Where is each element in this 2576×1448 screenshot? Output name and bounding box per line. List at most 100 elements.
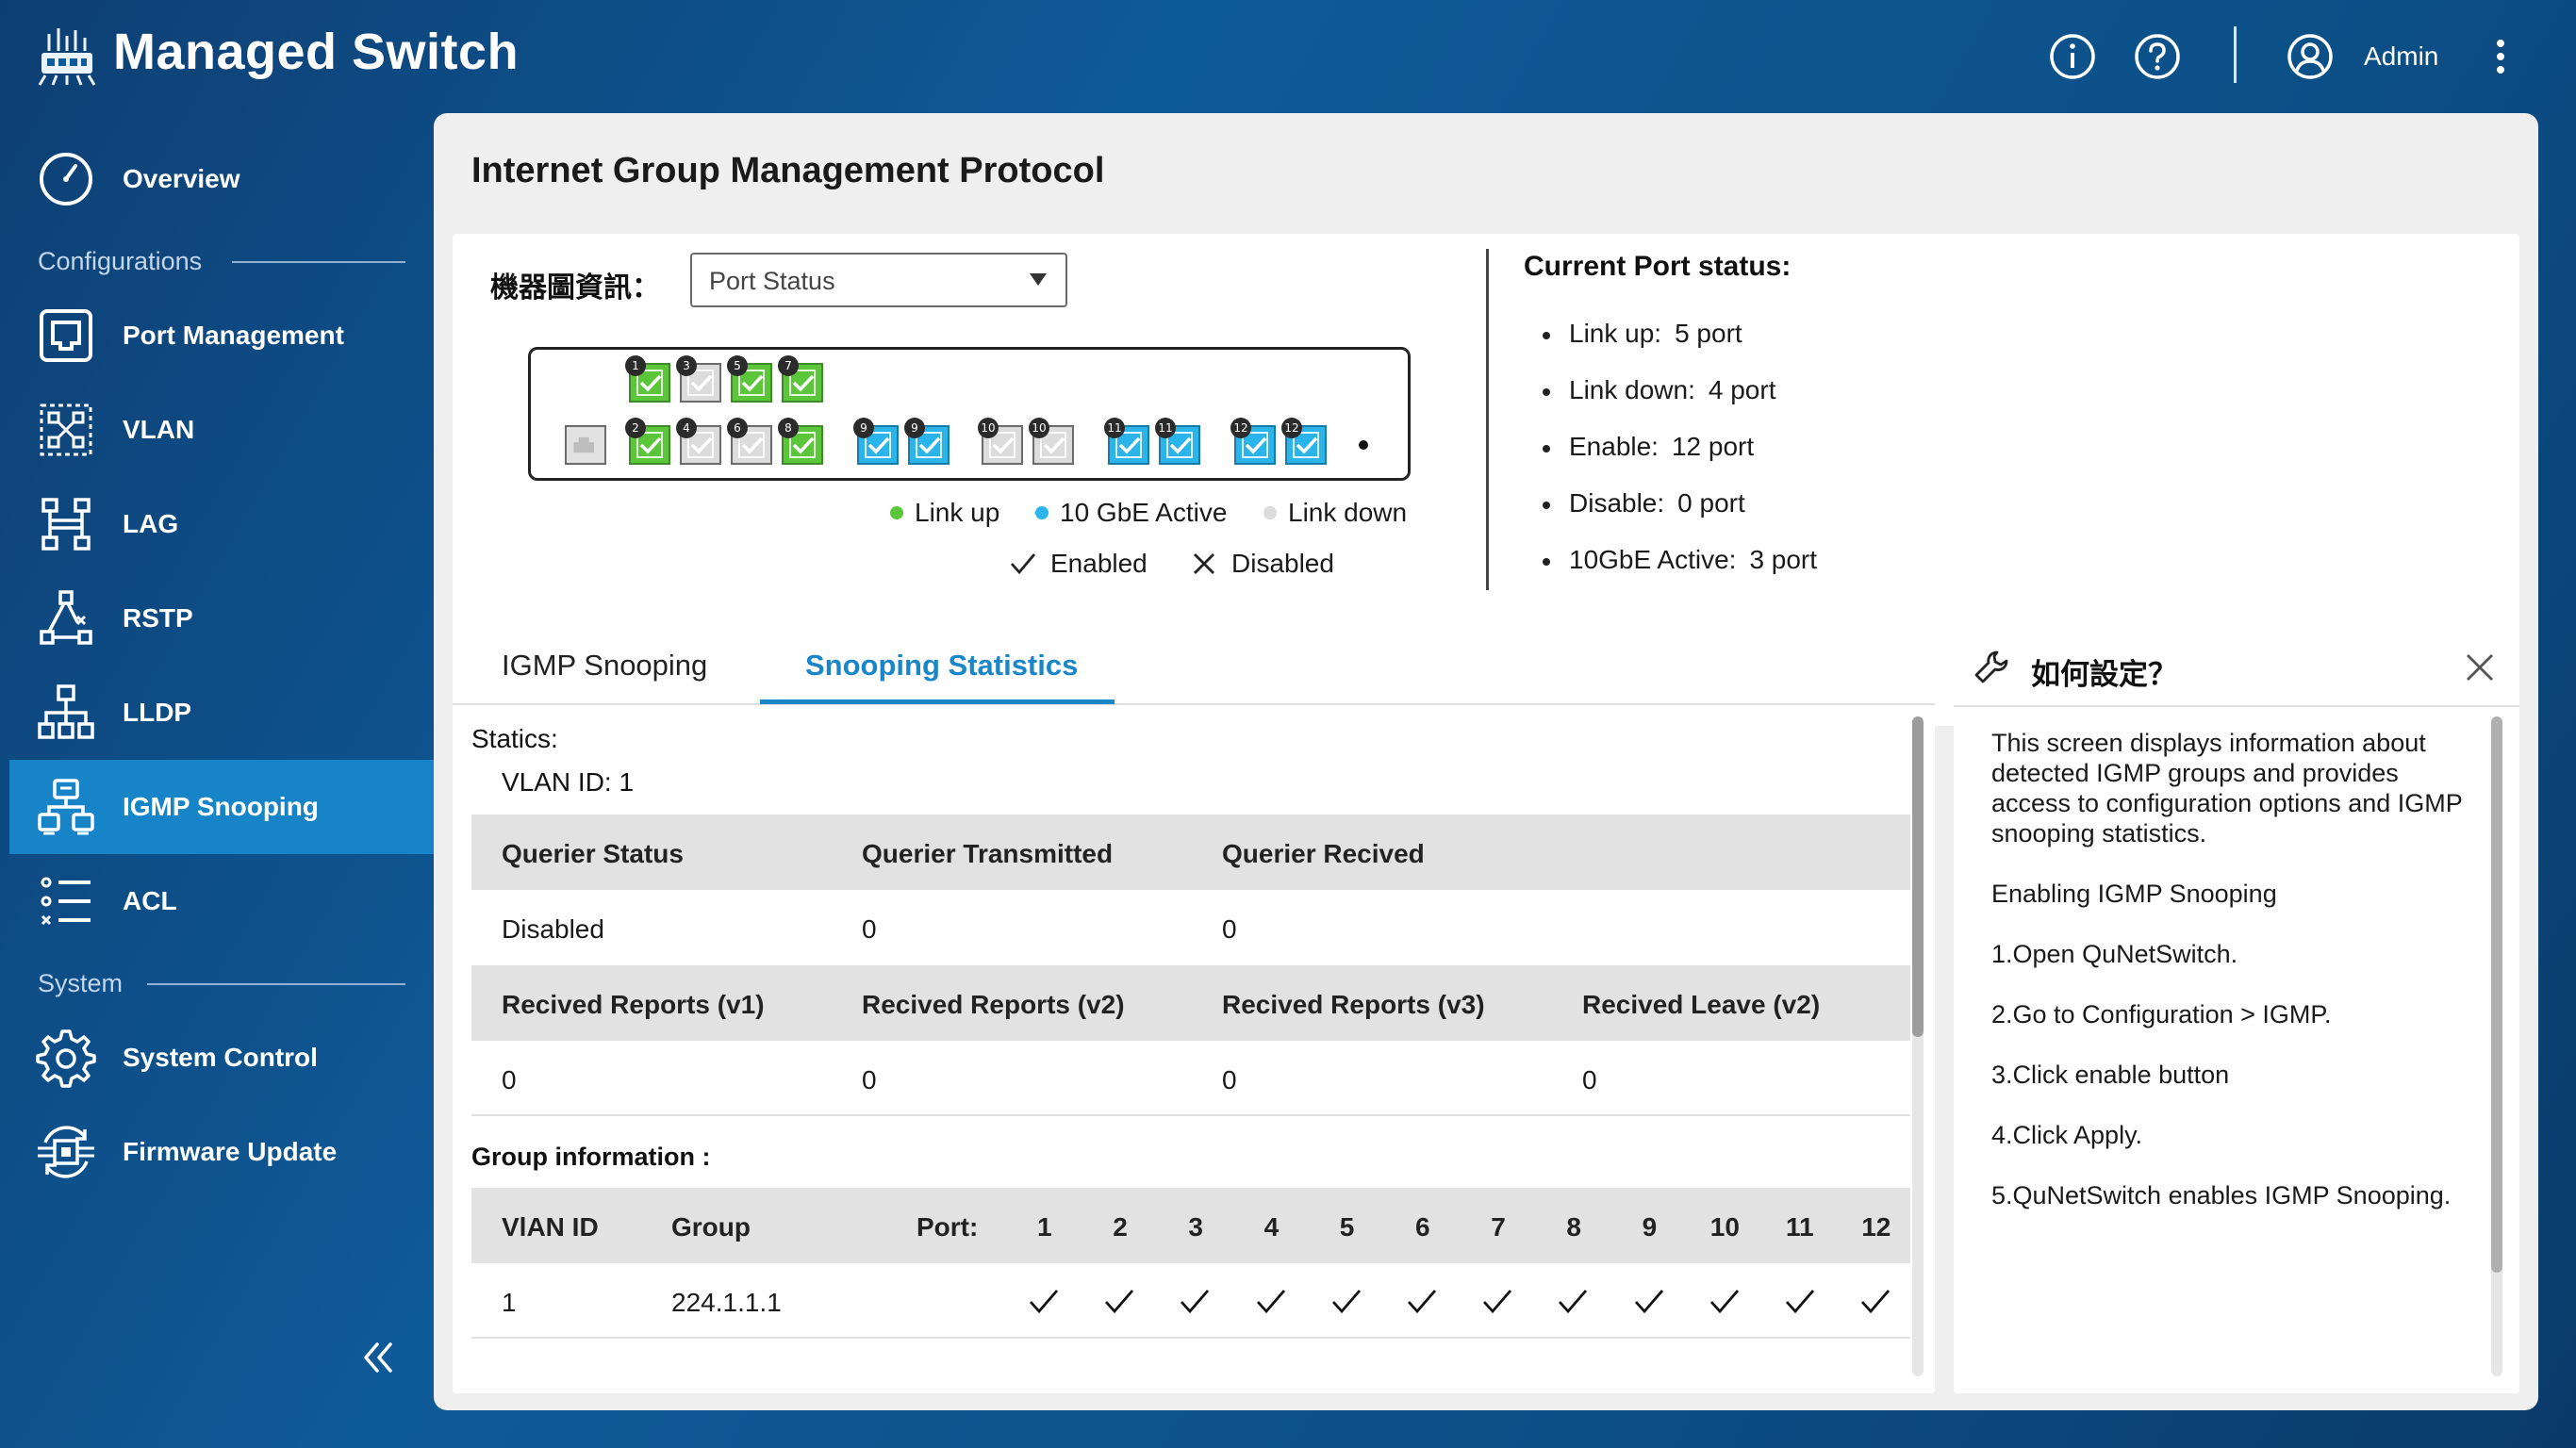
group-vlan-id: 1 (502, 1288, 517, 1317)
port-frame (989, 432, 1016, 458)
sidebar-item-port-management[interactable]: Port Management (0, 288, 434, 383)
group-table-header: VlAN ID Group Port: 1 2 3 4 5 6 7 8 9 10 11 12 (471, 1188, 1910, 1263)
sidebar-item-system-control[interactable]: System Control (0, 1011, 434, 1105)
select-value: Port Status (709, 267, 835, 295)
close-icon[interactable] (2463, 650, 2497, 684)
switch-port[interactable]: 1 (625, 355, 670, 403)
scrollbar[interactable] (1912, 716, 1924, 1376)
help-title: 如何設定？ (2031, 658, 2177, 691)
legend-label: Disabled (1231, 549, 1334, 578)
port-frame (1293, 432, 1319, 458)
querier-table-header: Querier Status Querier Transmitted Queri… (471, 814, 1910, 890)
access-list-icon (41, 877, 91, 926)
port-enabled-check-icon (1245, 436, 1267, 454)
group-address: 224.1.1.1 (671, 1288, 782, 1317)
port-status-value: 5 port (1675, 319, 1742, 348)
switch-port[interactable]: 12 (1230, 418, 1276, 465)
switch-diagram: 1 3 5 7 2 4 6 8 9 9 10 10 11 11 12 12 (528, 347, 1411, 481)
link-aggregation-icon (41, 498, 91, 551)
switch-port[interactable]: 12 (1281, 418, 1327, 465)
port-number-header: 1 (1037, 1212, 1052, 1242)
port-enabled-check-icon (1043, 436, 1065, 454)
port-status-value: 4 port (1708, 375, 1776, 404)
sidebar-item-lldp[interactable]: LLDP (0, 666, 434, 760)
user-name[interactable]: Admin (2364, 41, 2439, 71)
switch-port[interactable]: 2 (625, 418, 670, 465)
sidebar-item-firmware-update[interactable]: Firmware Update (0, 1105, 434, 1199)
port-enabled-check-icon (792, 374, 815, 392)
device-view-select[interactable]: Port Status (690, 253, 1067, 307)
reports-table-header: Recived Reports (v1) Recived Reports (v2… (471, 965, 1910, 1041)
help-paragraph: Enabling IGMP Snooping (1991, 880, 2277, 908)
port-member-check-icon (1256, 1290, 1285, 1314)
port-enabled-check-icon (867, 436, 890, 454)
switch-port[interactable]: 8 (778, 418, 823, 465)
collapse-sidebar-icon[interactable] (358, 1339, 396, 1376)
current-port-status-title: Current Port status: (1524, 251, 1792, 282)
querier-transmitted-value: 0 (862, 914, 877, 944)
port-status-row: Enable: 12 port (1543, 432, 1754, 462)
port-number-header: 11 (1786, 1212, 1814, 1242)
switch-port[interactable]: 5 (727, 355, 772, 403)
switch-port[interactable]: 10 (978, 418, 1023, 465)
port-frame (687, 370, 714, 396)
column-header: Querier Status (502, 839, 684, 868)
sidebar-item-igmp-snooping[interactable]: IGMP Snooping (9, 760, 434, 854)
more-vertical-icon[interactable] (2476, 32, 2525, 81)
sidebar-item-label: Firmware Update (123, 1137, 338, 1166)
sidebar-item-label: RSTP (123, 603, 193, 633)
switch-port[interactable]: 3 (676, 355, 721, 403)
app-title: Managed Switch (113, 24, 520, 80)
tab-igmp-snooping[interactable]: IGMP Snooping (502, 649, 708, 682)
sidebar-item-label: IGMP Snooping (123, 792, 319, 821)
sidebar-item-label: LAG (123, 509, 179, 538)
info-icon[interactable] (2048, 32, 2097, 81)
table-row: Disabled 0 0 (471, 890, 1910, 965)
switch-port[interactable]: 9 (853, 418, 899, 465)
port-status-label: Disable: (1569, 488, 1665, 518)
help-scrollbar[interactable] (2491, 716, 2502, 1376)
report-value: 0 (1222, 1065, 1237, 1094)
switch-port[interactable]: 6 (727, 418, 772, 465)
sidebar-item-rstp[interactable]: RSTP (0, 571, 434, 666)
port-enabled-check-icon (741, 374, 764, 392)
port-number-badge: 4 (676, 418, 697, 438)
port-number-header: 10 (1709, 1212, 1740, 1242)
switch-port[interactable]: 9 (904, 418, 949, 465)
port-frame (687, 432, 714, 458)
switch-port[interactable]: 4 (676, 418, 721, 465)
port-number-badge: 12 (1230, 418, 1251, 438)
switch-port[interactable]: 11 (1104, 418, 1149, 465)
port-enabled-check-icon (639, 374, 662, 392)
port-number-badge: 11 (1104, 418, 1125, 438)
switch-port[interactable]: 11 (1155, 418, 1200, 465)
sidebar-item-acl[interactable]: ACL (0, 854, 434, 948)
column-header: Recived Leave (v2) (1582, 990, 1821, 1019)
help-scrollbar-thumb[interactable] (2491, 716, 2502, 1273)
user-icon[interactable] (2286, 32, 2335, 81)
help-icon[interactable] (2133, 32, 2182, 81)
port-number-badge: 10 (978, 418, 999, 438)
help-panel: 如何設定？ This screen displays information a… (1954, 630, 2519, 1393)
port-member-check-icon (1709, 1290, 1739, 1314)
bullet (1543, 444, 1550, 452)
bullet (1543, 501, 1550, 509)
bullet (1543, 331, 1550, 339)
bullet (1543, 387, 1550, 396)
port-number-badge: 9 (904, 418, 925, 438)
port-number-badge: 7 (778, 355, 799, 376)
scrollbar-thumb[interactable] (1912, 716, 1924, 1037)
port-frame (916, 432, 942, 458)
help-paragraph: 4.Click Apply. (1991, 1121, 2143, 1149)
sidebar-item-lag[interactable]: LAG (0, 477, 434, 571)
port-number-badge: 8 (778, 418, 799, 438)
switch-port[interactable]: 10 (1029, 418, 1074, 465)
group-information-heading: Group information : (471, 1143, 711, 1171)
sidebar-item-overview[interactable]: Overview (0, 132, 434, 226)
tab-snooping-statistics[interactable]: Snooping Statistics (805, 649, 1079, 682)
port-number-header: 9 (1642, 1212, 1658, 1242)
port-frame (636, 370, 663, 396)
help-paragraph: 3.Click enable button (1991, 1061, 2230, 1089)
sidebar-item-vlan[interactable]: VLAN (0, 383, 434, 477)
switch-port[interactable]: 7 (778, 355, 823, 403)
